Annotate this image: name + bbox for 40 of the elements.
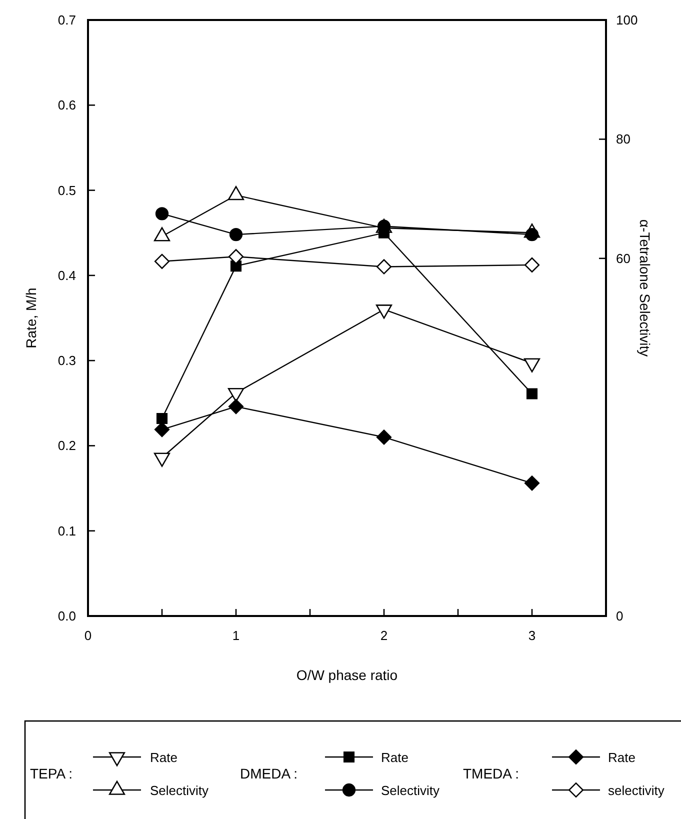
y-tick-label: 0.1: [58, 523, 76, 538]
y2-tick-label: 0: [616, 608, 624, 624]
point: [524, 476, 540, 491]
legend-label: Rate: [381, 750, 408, 765]
point: [525, 228, 539, 242]
x-axis-title: O/W phase ratio: [296, 667, 398, 683]
x-tick-label: 3: [528, 628, 536, 643]
y-tick-label: 0.6: [58, 98, 76, 113]
text: TEPA :: [30, 766, 73, 782]
y-tick-label: 0.0: [58, 608, 76, 624]
legend-label: Selectivity: [381, 783, 440, 798]
point: [156, 412, 168, 424]
point: [376, 259, 392, 274]
point: [229, 228, 243, 242]
x-tick-label: 0: [84, 628, 92, 643]
y-tick-label: 0.5: [58, 182, 76, 198]
point: [526, 388, 538, 400]
text: TMEDA :: [463, 766, 520, 782]
x-tick-label: 1: [232, 628, 240, 643]
y-tick-label: 0.7: [58, 12, 76, 28]
legend-label: Selectivity: [150, 783, 210, 798]
point: [228, 399, 244, 414]
y-tick-label: 0.2: [58, 438, 76, 454]
point: [524, 257, 540, 272]
point: [154, 254, 170, 269]
point: [376, 430, 392, 445]
y-tick-label: 0.3: [58, 353, 76, 368]
x-tick-label: 2: [380, 628, 388, 643]
text: DMEDA :: [240, 766, 298, 782]
legend-label: selectivity: [608, 783, 665, 798]
y2-tick-label: 60: [616, 250, 630, 266]
y-axis-title: Rate, M/h: [23, 288, 39, 348]
legend-label: Rate: [150, 750, 178, 765]
legend-label: Rate: [608, 750, 636, 765]
y2-tick-label: 100: [616, 12, 638, 28]
point: [228, 249, 244, 264]
point: [155, 207, 169, 220]
y2-axis-title: α-Tetralone Selectivity: [637, 219, 653, 357]
y2-tick-label: 80: [616, 132, 630, 147]
y-tick-label: 0.4: [58, 268, 76, 283]
